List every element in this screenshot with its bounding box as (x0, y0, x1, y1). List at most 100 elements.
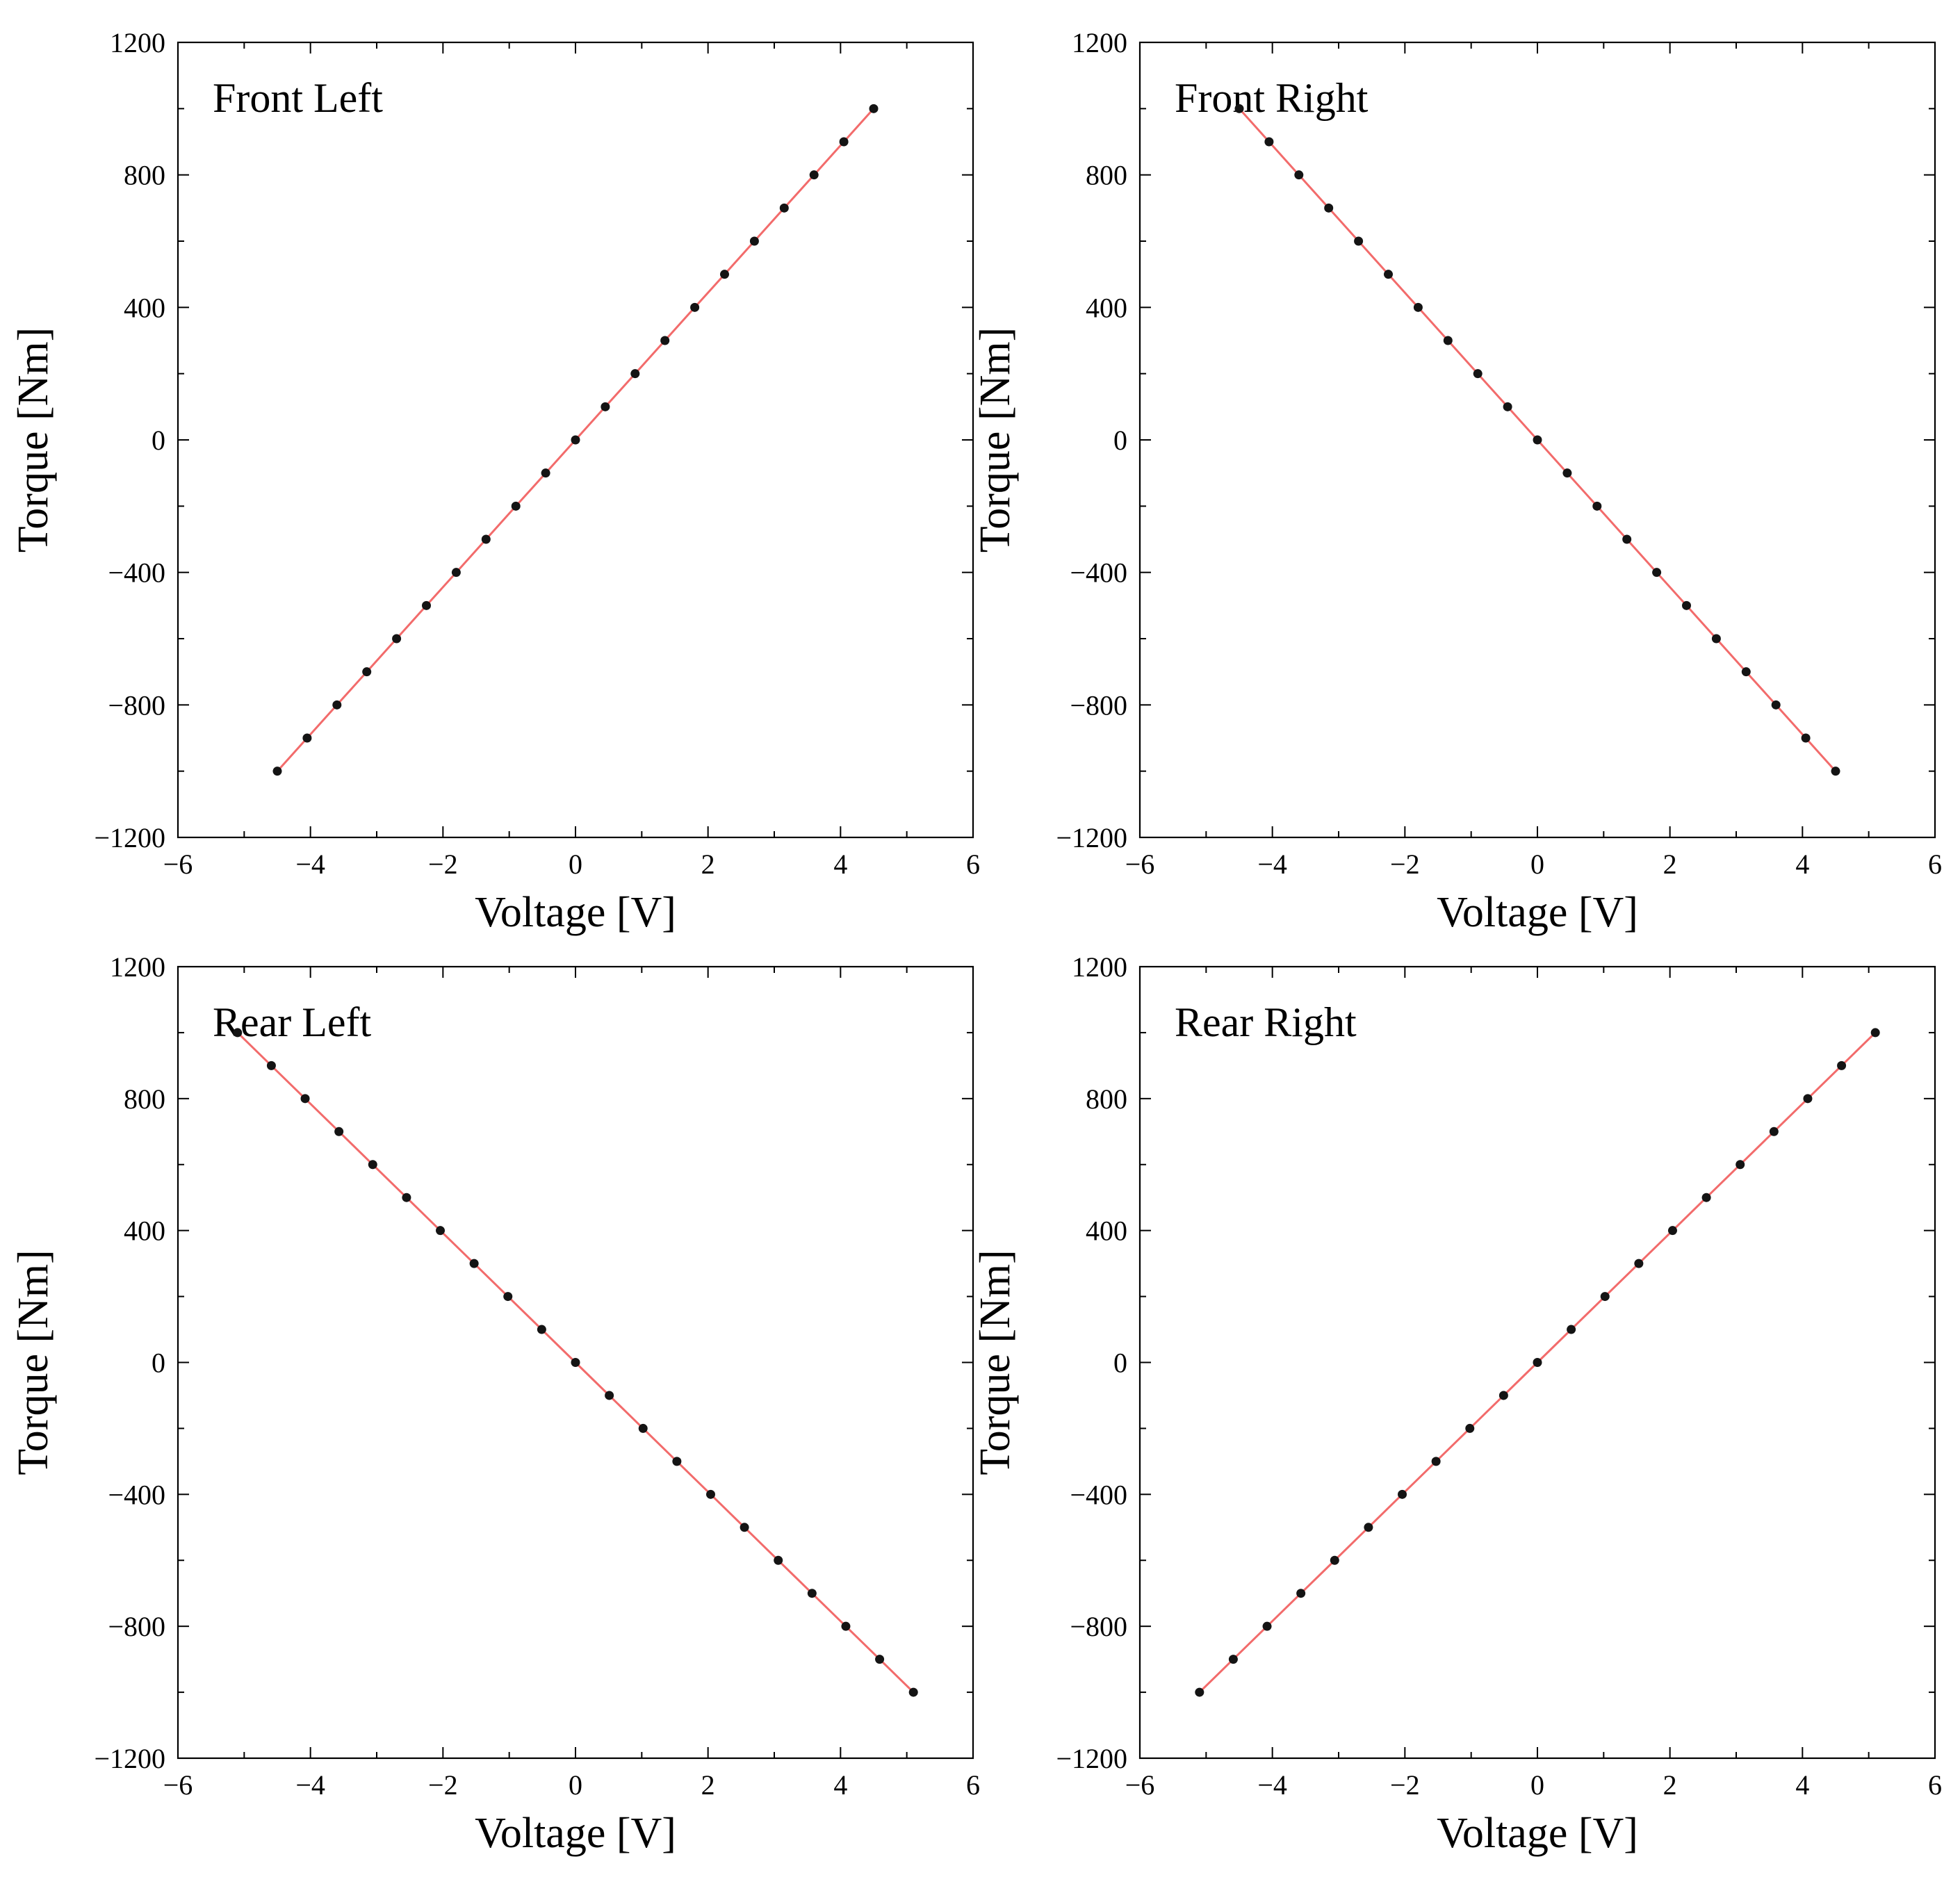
x-axis-label: Voltage [V] (1437, 1810, 1638, 1857)
y-tick-label: 400 (1086, 292, 1127, 323)
y-tick-label: 0 (152, 1348, 165, 1379)
data-point (1667, 1226, 1677, 1236)
data-point (690, 302, 700, 312)
data-point (749, 236, 759, 246)
data-point (481, 534, 491, 544)
x-tick-label: −2 (1390, 849, 1420, 880)
x-tick-label: 0 (569, 849, 582, 880)
data-point (740, 1523, 749, 1532)
data-point (720, 270, 729, 279)
data-point (571, 435, 580, 445)
y-tick-label: −800 (1070, 689, 1127, 721)
x-axis-label: Voltage [V] (475, 1810, 676, 1857)
data-point (875, 1655, 885, 1664)
y-axis-label: Torque [Nm] (972, 1250, 1019, 1475)
x-tick-label: −4 (1257, 849, 1287, 880)
x-tick-label: −6 (1125, 1769, 1155, 1801)
data-point (1296, 1589, 1306, 1598)
data-point (841, 1621, 851, 1631)
panel-title: Rear Right (1175, 999, 1357, 1045)
y-tick-label: −1200 (1056, 1743, 1127, 1774)
x-tick-label: 4 (833, 1769, 847, 1801)
x-axis-label: Voltage [V] (1437, 889, 1638, 936)
data-point (1741, 667, 1751, 677)
data-point (266, 1060, 276, 1070)
x-tick-label: 6 (966, 1769, 980, 1801)
y-tick-label: −800 (108, 1611, 165, 1642)
data-point (1465, 1423, 1475, 1433)
x-tick-label: −4 (295, 849, 325, 880)
data-point (392, 634, 402, 644)
data-point (541, 468, 550, 478)
x-tick-label: 4 (1795, 1769, 1809, 1801)
y-tick-label: 0 (152, 425, 165, 456)
y-tick-label: 1200 (110, 27, 165, 58)
y-tick-label: −400 (1070, 557, 1127, 589)
data-point (1294, 170, 1304, 180)
data-point (1634, 1259, 1644, 1268)
y-tick-label: −800 (108, 689, 165, 721)
data-point (1622, 534, 1632, 544)
data-point (300, 1094, 310, 1104)
panel-title: Rear Left (213, 999, 372, 1045)
data-point (272, 767, 282, 776)
data-point (1801, 733, 1811, 743)
data-point (660, 336, 670, 345)
data-point (1711, 634, 1721, 644)
data-point (869, 104, 879, 113)
data-point (503, 1292, 513, 1302)
data-point (1354, 236, 1364, 246)
y-tick-label: 800 (124, 1083, 165, 1115)
x-tick-label: 0 (569, 1769, 582, 1801)
data-point (362, 667, 372, 677)
x-tick-label: −2 (1390, 1769, 1420, 1801)
data-point (1533, 1358, 1542, 1367)
data-point (1870, 1028, 1880, 1038)
data-point (1498, 1391, 1508, 1400)
data-point (774, 1555, 783, 1565)
x-tick-label: 6 (1928, 1769, 1942, 1801)
data-point (302, 733, 312, 743)
chart-panel-1: −6 −4 −2 0 2 4 6 1200 800 400 0 −400 −800 −1200 Voltag… (10, 27, 980, 936)
x-tick-label: −2 (428, 1769, 458, 1801)
x-tick-label: 6 (966, 849, 980, 880)
x-tick-label: −4 (1257, 1769, 1287, 1801)
data-point (1384, 270, 1393, 279)
y-axis-label: Torque [Nm] (972, 327, 1019, 553)
panel-title: Front Left (213, 75, 383, 121)
data-point (1769, 1127, 1779, 1136)
data-point (1652, 568, 1662, 578)
data-point (638, 1423, 648, 1433)
x-tick-label: 2 (1663, 1769, 1677, 1801)
data-point (672, 1457, 682, 1466)
data-point (1831, 767, 1840, 776)
data-point (334, 1127, 344, 1136)
x-tick-label: 2 (701, 849, 715, 880)
data-point (705, 1489, 715, 1499)
data-point (1682, 600, 1691, 610)
y-tick-label: −1200 (94, 1743, 165, 1774)
y-tick-label: 1200 (1072, 951, 1127, 983)
data-point (1443, 336, 1453, 345)
data-point (1330, 1555, 1339, 1565)
x-tick-label: 2 (701, 1769, 715, 1801)
data-point (1413, 302, 1423, 312)
x-tick-label: 4 (1795, 849, 1809, 880)
data-point (1228, 1655, 1238, 1664)
y-axis-label: Torque [Nm] (10, 327, 57, 553)
y-tick-label: 800 (124, 160, 165, 191)
y-tick-label: −400 (108, 557, 165, 589)
y-tick-label: 0 (1113, 1348, 1127, 1379)
chart-panel-4: −6 −4 −2 0 2 4 6 1200 800 400 0 −400 −800 −1200 Voltag… (972, 951, 1942, 1857)
data-point (233, 1028, 243, 1038)
y-tick-label: 1200 (110, 951, 165, 983)
data-point (1837, 1060, 1847, 1070)
data-point (436, 1226, 446, 1236)
data-point (908, 1687, 918, 1697)
data-point (1398, 1489, 1407, 1499)
data-point (1562, 468, 1572, 478)
data-point (422, 600, 431, 610)
data-point (809, 170, 819, 180)
data-point (402, 1193, 411, 1202)
y-tick-label: −1200 (94, 822, 165, 853)
